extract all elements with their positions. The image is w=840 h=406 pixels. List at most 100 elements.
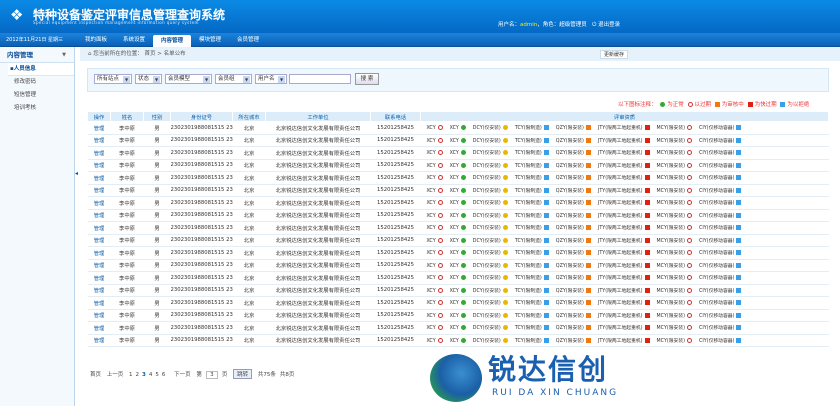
- tab-0[interactable]: 我的面板: [84, 37, 107, 43]
- manage-link[interactable]: 管理: [87, 309, 111, 322]
- tab-3[interactable]: 模块管理: [198, 37, 221, 43]
- blue-square-icon: [736, 150, 742, 156]
- page-link-3[interactable]: 3: [142, 372, 146, 378]
- manage-link[interactable]: 管理: [87, 196, 111, 210]
- qualification-label: CIY(仅移动容器): [699, 163, 735, 169]
- manage-link[interactable]: 管理: [87, 134, 111, 147]
- qualification-label: MCY(限安装): [656, 276, 686, 282]
- manage-link[interactable]: 管理: [87, 184, 111, 197]
- city-cell: 北京: [232, 159, 266, 172]
- manage-link[interactable]: 管理: [87, 321, 111, 335]
- sidebar-item-sms[interactable]: 短信管理: [14, 92, 37, 98]
- page-link-4[interactable]: 4: [148, 372, 153, 378]
- qualification: XCY: [450, 225, 468, 231]
- manage-link[interactable]: 管理: [87, 296, 111, 310]
- qualification-label: XCY: [426, 201, 436, 207]
- qualification-label: XCY: [426, 138, 436, 144]
- tab-4[interactable]: 会员管理: [236, 37, 259, 43]
- blue-square-icon: [543, 162, 549, 168]
- goto-button[interactable]: 跳转: [233, 369, 253, 379]
- filter-select[interactable]: 会员组 ▼: [215, 74, 252, 84]
- first-page-link[interactable]: 首页: [90, 372, 102, 378]
- qualification: JTY(限两工地起重机): [598, 175, 652, 181]
- manage-link[interactable]: 管理: [87, 146, 111, 160]
- refresh-cache-button[interactable]: 更新缓存: [600, 50, 629, 59]
- manage-link[interactable]: 管理: [87, 159, 111, 172]
- next-page-link[interactable]: 下一页: [174, 372, 191, 378]
- breadcrumb-home[interactable]: 首页: [144, 51, 156, 57]
- red-square-icon: [644, 125, 650, 131]
- qualification: XCY: [427, 337, 445, 344]
- city-cell: 北京: [232, 259, 266, 272]
- prev-page-link[interactable]: 上一页: [106, 372, 124, 378]
- qualification-label: DCY(仅安装): [472, 163, 501, 169]
- qualification-label: QZY(限安装): [555, 326, 584, 332]
- manage-link[interactable]: 管理: [87, 234, 111, 247]
- qualifications-cell: XCY XCY DCY(仅安装) TCY(限制造) QZY(限安装) JTY(限两工地起重…: [420, 196, 829, 210]
- manage-link[interactable]: 管理: [87, 209, 111, 222]
- filter-select[interactable]: 所有站点 ▼: [94, 74, 132, 84]
- filter-select[interactable]: 用户名 ▼: [255, 74, 287, 84]
- manage-link[interactable]: 管理: [87, 284, 111, 297]
- manage-link[interactable]: 管理: [87, 171, 111, 185]
- power-icon[interactable]: ⏻: [592, 22, 597, 28]
- qualification-label: QZY(限安装): [555, 288, 584, 294]
- page-link-5[interactable]: 5: [155, 372, 159, 378]
- check-circle-icon: [460, 125, 466, 131]
- bulb-icon: [502, 262, 508, 268]
- page-number-input[interactable]: 3: [205, 370, 218, 379]
- manage-link[interactable]: 管理: [87, 259, 111, 272]
- manage-link[interactable]: 管理: [87, 246, 111, 260]
- phone-cell: 15201258425: [370, 259, 421, 272]
- chevron-down-icon[interactable]: ▼: [62, 52, 66, 58]
- organization-cell: 北京锐达信创文化发展有限责任公司: [265, 284, 371, 297]
- tab-2[interactable]: 内容管理: [153, 35, 191, 47]
- sidebar-item-personnel[interactable]: ▪人员信息: [8, 63, 74, 76]
- qualification-label: MCY(限安装): [656, 288, 686, 294]
- red-square-icon: [747, 102, 753, 107]
- qualifications-cell: XCY XCY DCY(仅安装) TCY(限制造) QZY(限安装) JTY(限两工地起重…: [420, 134, 829, 147]
- search-button[interactable]: 搜 索: [355, 73, 379, 85]
- qualification-label: QZY(限安装): [555, 313, 584, 319]
- manage-link[interactable]: 管理: [87, 121, 111, 135]
- blue-square-icon: [543, 287, 549, 293]
- filter-select[interactable]: 会员模型 ▼: [165, 74, 212, 84]
- id-number-cell: 2302301988081515 23: [170, 334, 233, 347]
- qualification: QZY(限安装): [556, 150, 593, 156]
- logout-link[interactable]: 退出登录: [598, 22, 621, 28]
- blue-square-icon: [736, 125, 742, 131]
- qualification-label: CIY(仅移动容器): [699, 201, 735, 207]
- collapse-sidebar-icon[interactable]: ◂: [75, 170, 79, 177]
- city-cell: 北京: [232, 296, 266, 310]
- legend-label: 为审核中: [721, 102, 744, 108]
- page-link-1[interactable]: 1: [129, 372, 133, 378]
- expired-circle-icon: [437, 187, 443, 193]
- qualification: XCY: [427, 262, 445, 269]
- orange-square-icon: [585, 137, 591, 143]
- page-link-6[interactable]: 6: [161, 372, 166, 378]
- sidebar-title[interactable]: 内容管理 ▼: [0, 47, 74, 63]
- manage-link[interactable]: 管理: [87, 271, 111, 285]
- page-link-2[interactable]: 2: [135, 372, 140, 378]
- expired-circle-icon: [437, 125, 443, 131]
- organization-cell: 北京锐达信创文化发展有限责任公司: [265, 159, 371, 172]
- qualification-label: DCY(仅安装): [472, 251, 501, 257]
- name-cell: 李中原: [110, 209, 144, 222]
- manage-link[interactable]: 管理: [87, 221, 111, 235]
- breadcrumb-prefix: 您当前所在的位置：: [93, 51, 143, 57]
- sidebar-item-password[interactable]: 修改密码: [14, 79, 37, 85]
- sex-cell: 男: [143, 246, 171, 260]
- qualification-label: TCY(限制造): [514, 301, 542, 307]
- qualification-label: XCY: [449, 288, 459, 294]
- filter-select[interactable]: 状态 ▼: [135, 74, 162, 84]
- tab-1[interactable]: 系统设置: [122, 37, 145, 43]
- keyword-input[interactable]: [289, 74, 351, 84]
- sidebar-item-training[interactable]: 培训考核: [14, 105, 37, 111]
- qualification: MCY(限安装): [657, 175, 694, 181]
- sex-cell: 男: [143, 146, 171, 160]
- qualification: DCY(仅安装): [473, 275, 510, 281]
- qualifications-cell: XCY XCY DCY(仅安装) TCY(限制造) QZY(限安装) JTY(限两工地起重…: [420, 159, 829, 172]
- manage-link[interactable]: 管理: [87, 334, 111, 347]
- qualification: XCY: [427, 325, 445, 331]
- qualification: TCY(限制造): [514, 300, 551, 307]
